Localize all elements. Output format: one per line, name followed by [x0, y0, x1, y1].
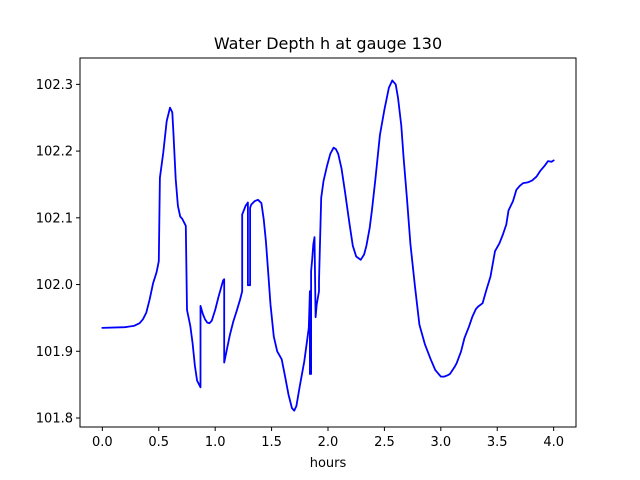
x-tick-label: 0.0: [92, 435, 113, 450]
x-axis-ticks: 0.0 0.5 1.0 1.5 2.0 2.5 3.0 3.5 4.0: [92, 427, 564, 450]
y-axis-ticks: 101.8 101.9 102.0 102.1 102.2 102.3: [36, 78, 80, 426]
x-tick-label: 0.5: [148, 435, 169, 450]
axes-background: [80, 58, 576, 427]
y-tick-label: 102.2: [36, 145, 73, 160]
y-tick-label: 102.1: [36, 211, 73, 226]
x-tick-label: 3.0: [430, 435, 451, 450]
x-tick-label: 1.5: [261, 435, 282, 450]
y-tick-label: 101.9: [36, 345, 73, 360]
x-tick-label: 2.5: [374, 435, 395, 450]
y-tick-label: 102.0: [36, 278, 73, 293]
x-tick-label: 3.5: [487, 435, 508, 450]
y-tick-label: 102.3: [36, 78, 73, 93]
series-line: [101, 79, 555, 412]
x-tick-label: 4.0: [543, 435, 564, 450]
plot-area: [79, 57, 577, 428]
chart-title: Water Depth h at gauge 130: [214, 34, 442, 53]
series-layer: [101, 79, 555, 412]
x-tick-label: 1.0: [205, 435, 226, 450]
x-tick-label: 2.0: [318, 435, 339, 450]
y-tick-label: 101.8: [36, 411, 73, 426]
x-axis-label: hours: [310, 456, 347, 471]
